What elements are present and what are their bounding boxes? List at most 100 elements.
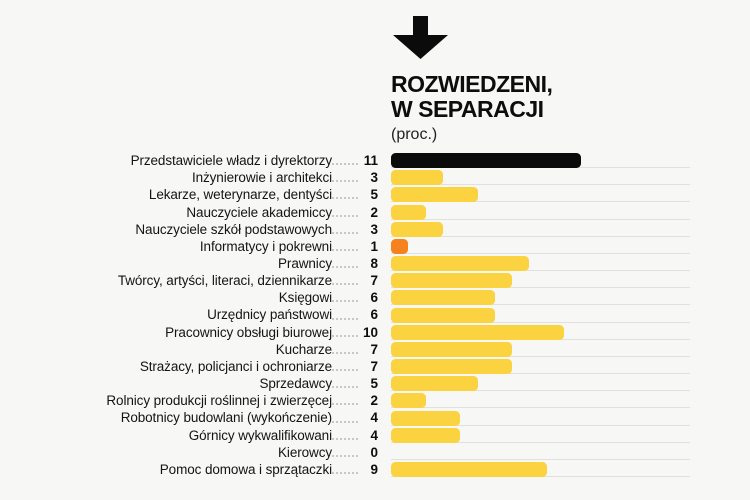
bar — [391, 461, 547, 477]
chart-row: Urzędnicy państwowi 6 — [0, 306, 750, 323]
row-baseline — [391, 304, 690, 306]
bar — [391, 324, 564, 340]
row-label: Inżynierowie i architekci — [191, 170, 332, 186]
bar-track — [391, 427, 690, 444]
leader-dots — [332, 369, 358, 372]
chart-row: Robotnicy budowlani (wykończenie) 4 — [0, 409, 750, 426]
row-label: Pracownicy obsługi biurowej — [165, 324, 332, 340]
row-label: Strażacy, policjanci i ochroniarze — [139, 358, 332, 374]
row-baseline — [391, 287, 690, 289]
bar-track — [391, 186, 690, 203]
row-baseline — [391, 458, 690, 460]
bar — [391, 170, 443, 186]
bar-track — [391, 289, 690, 306]
leader-dots — [332, 386, 358, 389]
bar — [391, 410, 461, 426]
row-value: 6 — [370, 290, 378, 306]
leader-dots — [332, 214, 358, 217]
row-value: 5 — [370, 187, 378, 203]
row-baseline — [391, 407, 690, 409]
bar — [391, 273, 513, 289]
row-baseline — [391, 390, 690, 392]
chart-row: Nauczyciele szkół podstawowych 3 — [0, 221, 750, 238]
row-label: Pomoc domowa i sprzątaczki — [159, 461, 332, 477]
row-baseline — [391, 373, 690, 375]
row-label: Przedstawiciele władz i dyrektorzy — [130, 153, 333, 169]
row-label: Nauczyciele szkół podstawowych — [135, 221, 332, 237]
row-label: Prawnicy — [278, 256, 332, 272]
leader-dots — [332, 300, 358, 303]
leader-dots — [332, 334, 358, 337]
chart-title-line1: ROZWIEDZENI, — [391, 71, 553, 97]
row-baseline — [391, 270, 690, 272]
bar — [391, 393, 426, 409]
leader-dots — [332, 437, 358, 440]
bar — [391, 427, 461, 443]
leader-dots — [332, 180, 358, 183]
row-baseline — [391, 218, 690, 220]
row-value: 11 — [363, 153, 378, 169]
row-label: Nauczyciele akademiccy — [186, 204, 332, 220]
bar — [391, 221, 443, 237]
leader-dots — [332, 231, 358, 234]
leader-dots — [332, 248, 358, 251]
bar-track — [391, 461, 690, 478]
row-label: Urzędnicy państwowi — [207, 307, 332, 323]
chart-row: Prawnicy 8 — [0, 255, 750, 272]
chart-row: Informatycy i pokrewni 1 — [0, 238, 750, 255]
bar-track — [391, 444, 690, 461]
bar-track — [391, 341, 690, 358]
bar-track — [391, 272, 690, 289]
chart-row: Strażacy, policjanci i ochroniarze 7 — [0, 358, 750, 375]
row-value: 10 — [362, 324, 378, 340]
leader-dots — [332, 317, 358, 320]
row-label: Kucharze — [275, 341, 332, 357]
chart-row: Pomoc domowa i sprzątaczki 9 — [0, 461, 750, 478]
leader-dots — [332, 283, 358, 286]
bar-track — [391, 358, 690, 375]
row-baseline — [391, 441, 690, 443]
chart-row: Lekarze, weterynarze, dentyści 5 — [0, 186, 750, 203]
chart-row: Pracownicy obsługi biurowej 10 — [0, 324, 750, 341]
row-value: 8 — [370, 256, 378, 272]
bar — [391, 238, 409, 254]
chart-row: Inżynierowie i architekci 3 — [0, 169, 750, 186]
row-value: 7 — [370, 273, 378, 289]
bar-track — [391, 221, 690, 238]
row-value: 4 — [370, 410, 378, 426]
row-label: Robotnicy budowlani (wykończenie) — [120, 410, 332, 426]
bar — [391, 307, 495, 323]
bar-track — [391, 324, 690, 341]
leader-dots — [332, 454, 358, 457]
row-value: 6 — [370, 307, 378, 323]
row-label: Rolnicy produkcji roślinnej i zwierzęcej — [106, 393, 332, 409]
chart-row: Twórcy, artyści, literaci, dziennikarze 7 — [0, 272, 750, 289]
row-baseline — [391, 321, 690, 323]
leader-dots — [332, 266, 358, 269]
row-value: 9 — [370, 461, 378, 477]
bar — [391, 341, 513, 357]
row-label: Księgowi — [278, 290, 332, 306]
chart-header: ROZWIEDZENI, W SEPARACJI (proc.) — [391, 71, 553, 144]
row-label: Informatycy i pokrewni — [199, 238, 332, 254]
bar-track — [391, 409, 690, 426]
bar-track — [391, 375, 690, 392]
chart-row: Księgowi 6 — [0, 289, 750, 306]
bar-track — [391, 255, 690, 272]
bar — [391, 290, 495, 306]
bar-track — [391, 392, 690, 409]
chart-row: Przedstawiciele władz i dyrektorzy 11 — [0, 152, 750, 169]
row-label: Sprzedawcy — [259, 376, 332, 392]
leader-dots — [332, 163, 358, 166]
chart-rows: Przedstawiciele władz i dyrektorzy 11 Inży… — [0, 152, 750, 478]
row-baseline — [391, 424, 690, 426]
row-baseline — [391, 252, 690, 254]
leader-dots — [332, 420, 358, 423]
leader-dots — [332, 471, 358, 474]
row-value: 7 — [370, 358, 378, 374]
row-label: Górnicy wykwalifikowani — [188, 427, 332, 443]
bar — [391, 187, 478, 203]
bar-track — [391, 203, 690, 220]
bar-track — [391, 152, 690, 169]
